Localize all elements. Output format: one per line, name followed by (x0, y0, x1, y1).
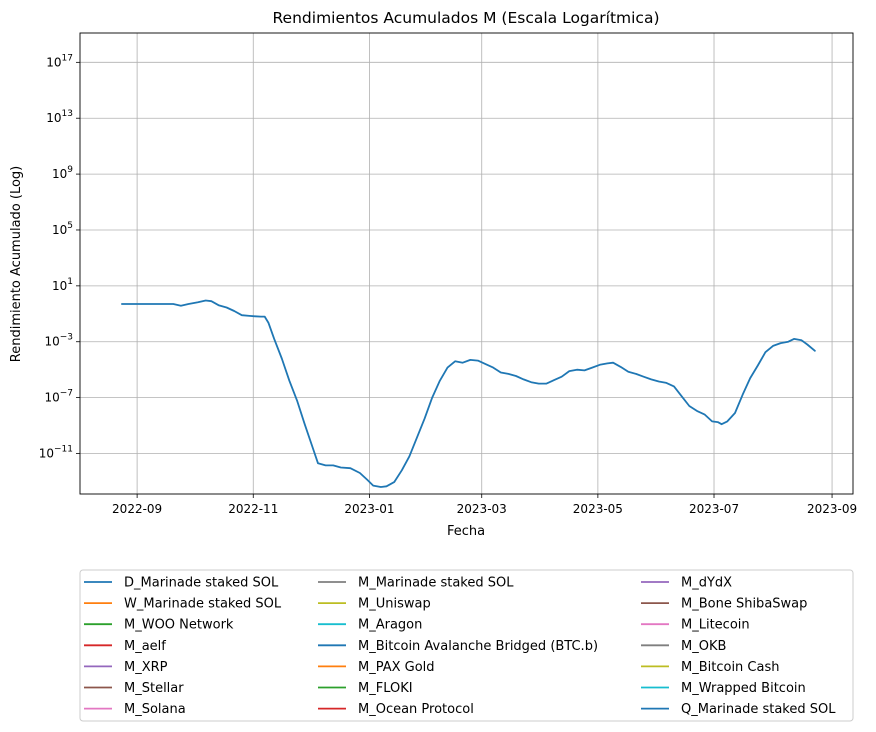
legend-label: M_Bitcoin Cash (681, 660, 779, 675)
legend-label: D_Marinade staked SOL (124, 576, 279, 591)
legend-label: W_Marinade staked SOL (124, 597, 282, 612)
y-tick-label: 10−3 (44, 333, 73, 349)
chart-title: Rendimientos Acumulados M (Escala Logarí… (272, 9, 659, 27)
x-tick-label: 2022-09 (112, 502, 162, 516)
legend-label: M_Marinade staked SOL (358, 576, 514, 591)
legend-label: M_Wrapped Bitcoin (681, 681, 806, 696)
x-tick-label: 2023-01 (344, 502, 394, 516)
legend-label: M_Litecoin (681, 618, 750, 633)
y-tick-label: 1017 (46, 53, 73, 69)
x-axis: 2022-09 2022-11 2023-01 2023-03 2023-05 2023-… (112, 494, 857, 516)
y-axis-label: Rendimiento Acumulado (Log) (9, 166, 24, 362)
legend-label: M_XRP (124, 660, 168, 675)
x-tick-label: 2023-07 (689, 502, 739, 516)
y-tick-label: 105 (52, 221, 73, 237)
legend-label: M_OKB (681, 639, 726, 654)
legend-label: M_Solana (124, 702, 186, 717)
legend-label: M_PAX Gold (358, 660, 435, 675)
y-tick-label: 1013 (46, 109, 73, 125)
y-axis: 10−11 10−7 10−3 101 105 109 1013 1017 (39, 53, 80, 460)
legend-label: M_WOO Network (124, 618, 234, 633)
x-tick-label: 2022-11 (228, 502, 278, 516)
x-tick-label: 2023-03 (457, 502, 507, 516)
grid (80, 33, 853, 494)
legend-label: M_dYdX (681, 576, 732, 591)
x-tick-label: 2023-09 (807, 502, 857, 516)
series-layer (121, 299, 816, 488)
y-tick-label: 10−7 (44, 389, 73, 405)
legend-label: M_Ocean Protocol (358, 702, 474, 717)
y-tick-label: 109 (52, 165, 73, 181)
x-axis-label: Fecha (447, 524, 485, 539)
legend-frame (79, 569, 854, 722)
plot-frame (79, 32, 854, 495)
legend-label: M_aelf (124, 639, 166, 654)
legend-label: M_Uniswap (358, 597, 431, 612)
legend-label: M_Bone ShibaSwap (681, 597, 807, 612)
x-tick-label: 2023-05 (573, 502, 623, 516)
legend-label: Q_Marinade staked SOL (681, 702, 836, 717)
legend-label: M_Aragon (358, 618, 422, 633)
legend-label: M_Bitcoin Avalanche Bridged (BTC.b) (358, 639, 598, 654)
legend-label: M_Stellar (124, 681, 184, 696)
legend: D_Marinade staked SOL W_Marinade staked S… (79, 569, 854, 722)
legend-label: M_FLOKI (358, 681, 413, 696)
series-line (121, 299, 816, 488)
y-tick-label: 10−11 (39, 444, 73, 460)
y-tick-label: 101 (52, 277, 73, 293)
